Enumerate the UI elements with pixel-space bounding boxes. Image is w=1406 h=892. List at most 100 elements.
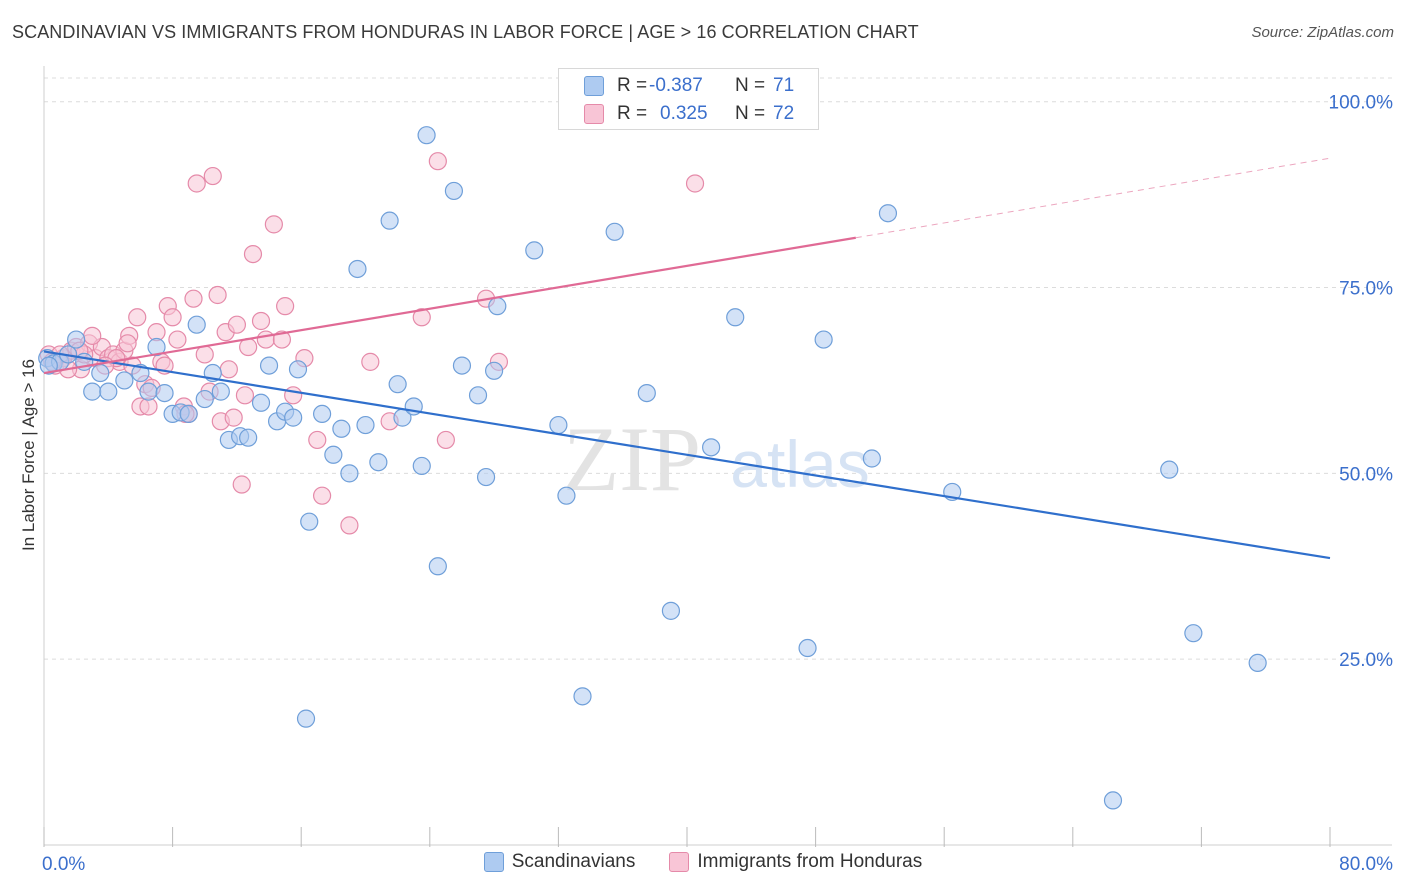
legend-label: Immigrants from Honduras — [697, 851, 923, 872]
data-point-honduras — [272, 330, 292, 349]
data-point-honduras — [208, 285, 227, 305]
data-point-scandinavians — [814, 330, 833, 349]
tick-labels: 25.0% 50.0% 75.0% 100.0% 0.0% 80.0% — [42, 93, 1393, 875]
data-point-scandinavians — [726, 308, 745, 327]
data-point-scandinavians — [187, 315, 206, 334]
legend-label: Scandinavians — [511, 851, 636, 872]
stats-n-label: N = — [735, 103, 766, 124]
data-point-scandinavians — [332, 419, 351, 438]
data-point-honduras — [219, 360, 238, 379]
legend-item-honduras: Immigrants from Honduras — [669, 851, 922, 873]
data-point-honduras — [232, 475, 251, 494]
grid — [44, 77, 1392, 660]
watermark-zip: ZIP — [563, 408, 701, 510]
data-point-honduras — [312, 486, 332, 505]
data-point-honduras — [284, 386, 303, 405]
data-point-scandinavians — [195, 389, 214, 409]
data-point-scandinavians — [251, 393, 271, 412]
data-point-scandinavians — [131, 363, 150, 383]
legend: Scandinavians Immigrants from Honduras — [0, 851, 1406, 873]
data-point-scandinavians — [485, 361, 504, 380]
stats-n-label: N = — [735, 75, 766, 96]
y-tick-label: 75.0% — [1339, 279, 1393, 300]
x-tick-label: 0.0% — [42, 854, 85, 875]
y-tick-label: 50.0% — [1339, 464, 1393, 485]
data-point-honduras — [412, 308, 431, 327]
data-point-scandinavians — [39, 356, 58, 375]
data-point-honduras — [83, 326, 102, 345]
data-point-scandinavians — [179, 404, 198, 424]
data-point-scandinavians — [573, 687, 592, 706]
data-point-honduras — [235, 386, 255, 405]
data-point-honduras — [685, 174, 705, 193]
stats-r-label: R = — [617, 103, 648, 124]
y-tick-label: 25.0% — [1339, 650, 1393, 671]
data-point-honduras — [436, 430, 455, 450]
data-point-honduras — [184, 289, 203, 308]
data-point-scandinavians — [605, 222, 624, 241]
data-point-honduras — [224, 408, 243, 427]
y-tick-label: 100.0% — [1329, 93, 1394, 114]
source-label: Source: ZipAtlas.com — [1251, 24, 1394, 41]
trend-line-honduras — [43, 236, 856, 375]
data-point-scandinavians — [147, 337, 166, 357]
data-point-honduras — [118, 334, 137, 353]
data-point-scandinavians — [380, 211, 399, 230]
data-point-honduras — [195, 345, 214, 364]
data-point-honduras — [168, 330, 187, 349]
data-point-honduras — [308, 430, 327, 450]
data-point-scandinavians — [324, 445, 343, 464]
data-point-scandinavians — [356, 415, 375, 435]
data-point-honduras — [276, 297, 295, 316]
data-point-scandinavians — [452, 356, 472, 375]
data-point-honduras — [264, 215, 283, 234]
data-point-scandinavians — [388, 375, 407, 394]
data-point-scandinavians — [428, 557, 447, 576]
data-point-scandinavians — [1160, 460, 1179, 479]
data-point-scandinavians — [557, 486, 576, 505]
data-point-honduras — [128, 308, 147, 327]
data-point-honduras — [361, 352, 380, 371]
data-point-scandinavians — [348, 259, 367, 279]
data-point-honduras — [187, 174, 206, 193]
data-point-scandinavians — [637, 383, 656, 403]
stats-r-value: -0.387 — [649, 75, 703, 96]
data-point-scandinavians — [468, 386, 488, 405]
data-point-scandinavians — [488, 297, 507, 316]
trend-lines — [43, 157, 1331, 560]
data-point-scandinavians — [211, 382, 230, 401]
data-point-scandinavians — [296, 709, 316, 728]
data-point-scandinavians — [239, 428, 258, 447]
data-point-scandinavians — [417, 126, 436, 145]
legend-item-scandinavians: Scandinavians — [483, 851, 636, 873]
stats-n-value: 72 — [773, 103, 795, 124]
axes — [43, 66, 1392, 847]
stats-r-value: 0.325 — [660, 103, 708, 124]
chart-title: SCANDINAVIAN VS IMMIGRANTS FROM HONDURAS… — [12, 22, 919, 42]
data-point-scandinavians — [702, 438, 721, 457]
data-point-scandinavians — [300, 512, 319, 531]
data-point-honduras — [428, 152, 447, 171]
stats-n-value: 71 — [773, 75, 795, 96]
data-point-honduras — [256, 330, 275, 349]
data-point-scandinavians — [155, 383, 174, 403]
legend-swatch-pink — [669, 852, 690, 872]
data-point-scandinavians — [115, 371, 134, 390]
data-point-honduras — [243, 245, 263, 264]
legend-swatch-blue — [483, 852, 504, 872]
x-tick-label: 80.0% — [1339, 854, 1393, 875]
data-point-scandinavians — [369, 453, 388, 472]
trend-line-honduras-extension — [855, 157, 1331, 239]
data-point-scandinavians — [340, 464, 359, 483]
data-point-scandinavians — [99, 382, 118, 401]
data-point-scandinavians — [1248, 653, 1267, 672]
y-axis-label: In Labor Force | Age > 16 — [19, 359, 38, 551]
data-point-scandinavians — [259, 356, 279, 375]
data-point-scandinavians — [312, 404, 332, 424]
data-point-scandinavians — [661, 601, 681, 620]
data-point-scandinavians — [862, 449, 881, 468]
watermark-atlas: atlas — [730, 427, 869, 501]
data-point-scandinavians — [139, 382, 158, 401]
data-point-honduras — [251, 311, 271, 331]
